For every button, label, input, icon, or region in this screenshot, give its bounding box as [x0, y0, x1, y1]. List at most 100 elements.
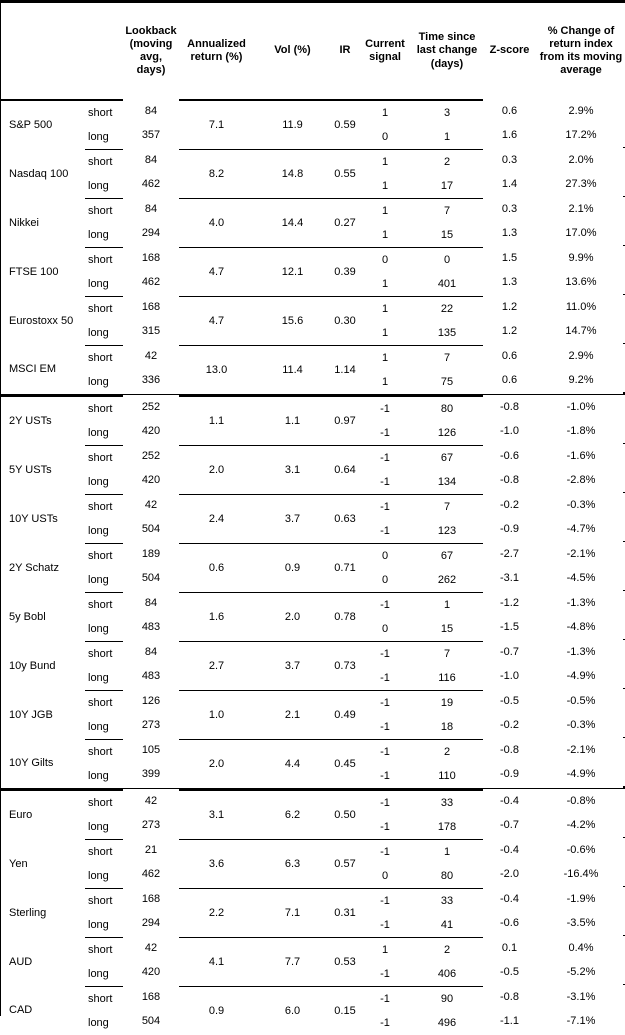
time-since-change-value: 7: [411, 642, 483, 667]
asset-name: 10y Bund: [1, 642, 85, 691]
z-score-value: -0.7: [483, 640, 536, 665]
current-signal-value: 0: [359, 568, 411, 593]
lookback-value: 105: [123, 738, 179, 763]
period-label: short: [85, 495, 123, 520]
time-since-change-value: 41: [411, 913, 483, 938]
annualized-return-value: 3.6: [179, 840, 254, 889]
time-since-change-value: 22: [411, 297, 483, 322]
z-score-value: -0.8: [483, 394, 536, 420]
lookback-value: 84: [123, 148, 179, 173]
vol-value: 14.8: [254, 150, 331, 199]
annualized-return-value: 4.1: [179, 938, 254, 987]
lookback-value: 168: [123, 246, 179, 271]
current-signal-value: -1: [359, 593, 411, 618]
period-label: long: [85, 715, 123, 740]
pct-change-value: -3.1%: [536, 985, 625, 1010]
vol-value: 6.3: [254, 840, 331, 889]
pct-change-value: 17.0%: [536, 221, 625, 246]
current-signal-value: 1: [359, 272, 411, 297]
col-header-period: [85, 3, 123, 100]
period-label: short: [85, 840, 123, 865]
current-signal-value: 1: [359, 297, 411, 322]
vol-value: 4.4: [254, 740, 331, 790]
period-label: long: [85, 370, 123, 396]
time-since-change-value: 178: [411, 815, 483, 840]
current-signal-value: -1: [359, 396, 411, 422]
vol-value: 7.1: [254, 889, 331, 938]
pct-change-value: -4.7%: [536, 517, 625, 542]
current-signal-value: 1: [359, 321, 411, 346]
vol-value: 7.7: [254, 938, 331, 987]
asset-name: MSCI EM: [1, 346, 85, 396]
period-label: short: [85, 544, 123, 569]
pct-change-value: 27.3%: [536, 172, 625, 197]
pct-change-value: 0.4%: [536, 936, 625, 961]
z-score-value: -1.2: [483, 591, 536, 616]
lookback-value: 84: [123, 98, 179, 123]
z-score-value: -0.5: [483, 960, 536, 985]
period-label: short: [85, 889, 123, 914]
ir-value: 0.97: [331, 396, 359, 446]
pct-change-value: -4.5%: [536, 566, 625, 591]
lookback-value: 252: [123, 394, 179, 420]
period-label: long: [85, 864, 123, 889]
pct-change-value: -4.8%: [536, 615, 625, 640]
ir-value: 0.45: [331, 740, 359, 790]
lookback-value: 399: [123, 762, 179, 788]
z-score-value: -2.0: [483, 862, 536, 887]
lookback-value: 420: [123, 960, 179, 985]
lookback-value: 42: [123, 936, 179, 961]
pct-change-value: -4.9%: [536, 762, 625, 788]
current-signal-value: -1: [359, 913, 411, 938]
z-score-value: 0.6: [483, 368, 536, 394]
current-signal-value: -1: [359, 470, 411, 495]
z-score-value: -0.9: [483, 517, 536, 542]
current-signal-value: 1: [359, 199, 411, 224]
lookback-value: 252: [123, 444, 179, 469]
annualized-return-value: 4.7: [179, 297, 254, 346]
time-since-change-value: 0: [411, 248, 483, 273]
lookback-value: 126: [123, 689, 179, 714]
z-score-value: 1.5: [483, 246, 536, 271]
vol-value: 1.1: [254, 396, 331, 446]
z-score-value: -0.6: [483, 444, 536, 469]
col-header-vol: Vol (%): [254, 3, 331, 100]
annualized-return-value: 0.9: [179, 987, 254, 1035]
z-score-value: -2.7: [483, 542, 536, 567]
current-signal-value: -1: [359, 962, 411, 987]
z-score-value: -0.4: [483, 887, 536, 912]
current-signal-value: -1: [359, 519, 411, 544]
z-score-value: -0.7: [483, 813, 536, 838]
current-signal-value: 1: [359, 100, 411, 125]
annualized-return-value: 8.2: [179, 150, 254, 199]
lookback-value: 504: [123, 517, 179, 542]
z-score-value: 0.3: [483, 148, 536, 173]
period-label: short: [85, 593, 123, 618]
period-label: long: [85, 125, 123, 150]
asset-name: S&P 500: [1, 100, 85, 150]
time-since-change-value: 1: [411, 840, 483, 865]
annualized-return-value: 3.1: [179, 790, 254, 840]
table-header: Lookback (moving avg, days) Annualized r…: [1, 3, 625, 100]
pct-change-value: -4.2%: [536, 813, 625, 838]
current-signal-value: 0: [359, 248, 411, 273]
z-score-value: 1.3: [483, 221, 536, 246]
pct-change-value: 17.2%: [536, 123, 625, 148]
current-signal-value: -1: [359, 815, 411, 840]
period-label: short: [85, 297, 123, 322]
vol-value: 15.6: [254, 297, 331, 346]
current-signal-value: -1: [359, 987, 411, 1012]
time-since-change-value: 262: [411, 568, 483, 593]
z-score-value: -1.0: [483, 664, 536, 689]
z-score-value: 0.6: [483, 98, 536, 123]
current-signal-value: 0: [359, 617, 411, 642]
current-signal-value: 0: [359, 544, 411, 569]
vol-value: 14.4: [254, 199, 331, 248]
time-since-change-value: 75: [411, 370, 483, 396]
ir-value: 0.49: [331, 691, 359, 740]
annualized-return-value: 0.6: [179, 544, 254, 593]
pct-change-value: -4.9%: [536, 664, 625, 689]
